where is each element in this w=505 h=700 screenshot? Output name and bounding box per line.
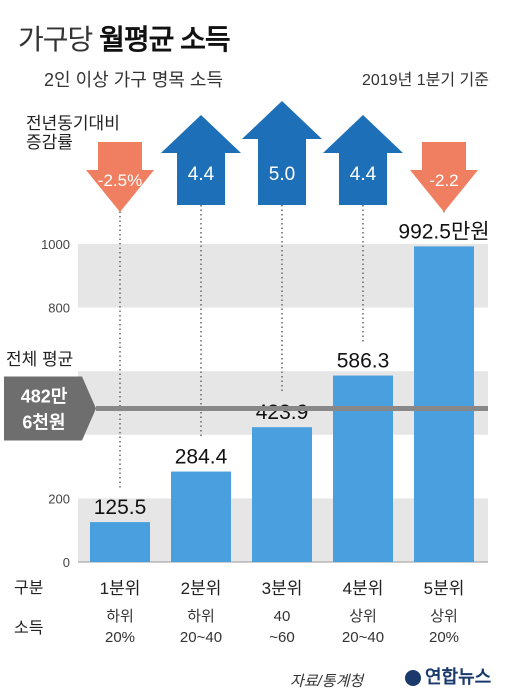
bar-2 [171, 471, 231, 562]
category-sublabel: 하위 20~40 [162, 606, 240, 648]
category-sublabel: 상위 20% [405, 606, 483, 648]
title-light: 가구당 [18, 24, 93, 55]
yoy-label: -2.5% [98, 171, 142, 190]
yoy-label: 4.4 [350, 164, 377, 185]
category-label: 3분위 [261, 579, 303, 598]
down-arrow-icon [410, 142, 478, 212]
page-title: 가구당 월평균 소득 [18, 18, 231, 58]
y-tick-label: 800 [48, 301, 70, 316]
y-tick-label: 200 [48, 491, 70, 506]
value-label: 284.4 [175, 446, 228, 469]
title-bold: 월평균 소득 [99, 24, 231, 55]
row-label-category: 구분 [14, 580, 44, 597]
category-sublabel-line: 하위 [106, 608, 134, 625]
category-label: 4분위 [342, 579, 384, 598]
category-sublabel: 40 ~60 [243, 606, 321, 648]
category-sublabel-line: 하위 [187, 608, 215, 625]
subtitle: 2인 이상 가구 명목 소득 [44, 70, 224, 90]
category-sublabel: 상위 20~40 [324, 606, 402, 648]
up-arrow-icon [242, 101, 322, 205]
yonhap-logo: 연합뉴스 [405, 663, 491, 689]
source-note: 자료/통계청 [290, 673, 364, 690]
category-sublabel-line: 20~40 [341, 629, 385, 646]
average-badge-line1: 482만 [21, 387, 68, 407]
yoy-label: -2.2 [429, 171, 458, 190]
category-sublabel: 하위 20% [81, 606, 159, 648]
up-arrow-icon [323, 115, 403, 205]
value-label: 586.3 [337, 350, 390, 373]
logo-text: 연합뉴스 [425, 667, 492, 687]
category-sublabel-line: ~60 [269, 629, 295, 646]
category-sublabel-line: 20~40 [179, 629, 223, 646]
category-sublabel-line: 40 [273, 608, 291, 625]
average-badge-line2: 6천원 [22, 413, 65, 433]
yoy-label-line1: 전년동기대비 [26, 114, 120, 133]
logo-mark-icon [405, 670, 421, 687]
y-tick-label: 1000 [41, 237, 70, 252]
average-label: 전체 평균 [6, 350, 74, 369]
up-arrow-icon [161, 115, 241, 205]
yoy-label: 4.4 [188, 164, 215, 185]
row-label-income: 소득 [14, 620, 44, 637]
category-label: 2분위 [180, 579, 222, 598]
value-label: 423.9 [256, 401, 309, 424]
category-sublabel-line: 상위 [430, 608, 458, 625]
value-label: 992.5만원 [398, 220, 489, 243]
yoy-label: 5.0 [269, 164, 295, 185]
y-tick-label: 0 [63, 555, 70, 570]
category-label: 1분위 [99, 579, 141, 598]
average-badge [4, 376, 96, 441]
down-arrow-icon [86, 142, 154, 212]
value-label: 125.5 [94, 496, 147, 519]
category-label: 5분위 [423, 579, 465, 598]
category-sublabel-line: 상위 [349, 608, 377, 625]
yoy-label-line2: 증감률 [26, 133, 73, 152]
category-sublabel-line: 20% [104, 629, 136, 646]
yoy-label: 전년동기대비 증감률 [26, 114, 120, 152]
bar-3 [252, 427, 312, 562]
bar-5 [414, 246, 474, 562]
date-note: 2019년 1분기 기준 [362, 72, 489, 89]
category-sublabel-line: 20% [428, 629, 460, 646]
bar-1 [90, 522, 150, 562]
bar-4 [333, 375, 393, 562]
